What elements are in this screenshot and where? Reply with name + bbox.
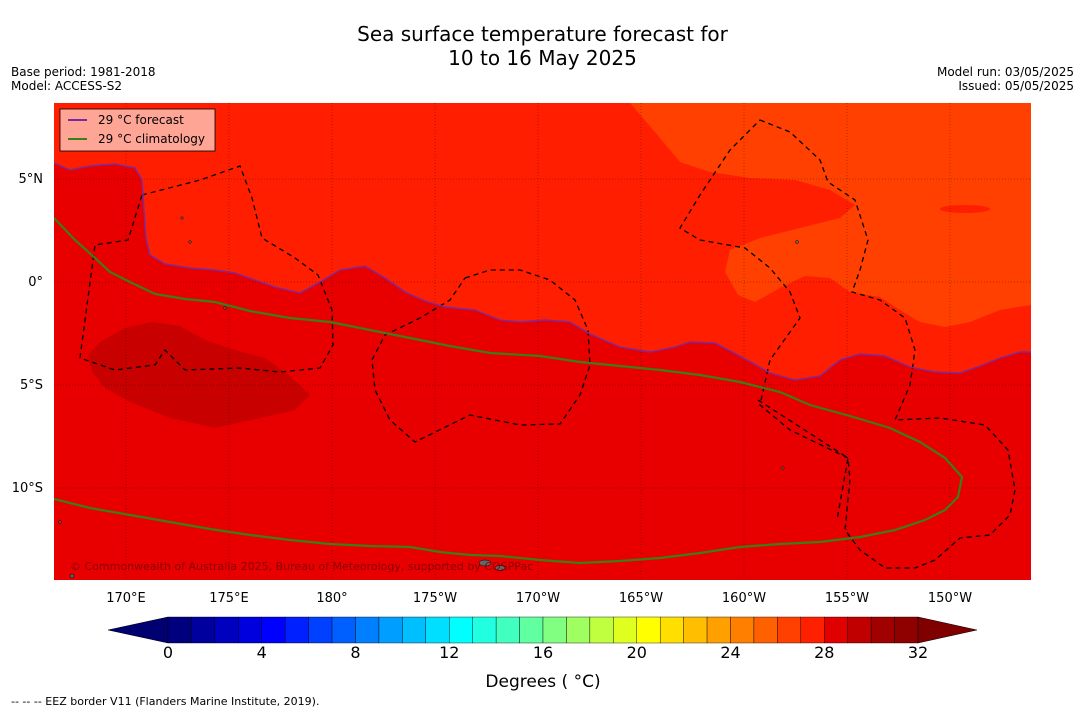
colorbar-tick: 28 bbox=[814, 643, 834, 662]
graticule bbox=[54, 103, 1031, 580]
colorbar-cell bbox=[542, 616, 567, 644]
colorbar-cell bbox=[894, 616, 919, 644]
legend-forecast-label: 29 °C forecast bbox=[98, 113, 184, 127]
lon-label: 160°W bbox=[722, 591, 766, 606]
colorbar-under-arrow bbox=[107, 616, 169, 644]
climatology-29c-line bbox=[54, 217, 964, 565]
colorbar-tick: 16 bbox=[533, 643, 553, 662]
colorbar-cell bbox=[167, 616, 192, 644]
colorbar-cell bbox=[519, 616, 544, 644]
lon-label: 165°W bbox=[619, 591, 663, 606]
colorbar-cell bbox=[777, 616, 802, 644]
colorbar-cell bbox=[449, 616, 473, 644]
forecast-29c-line bbox=[54, 162, 1031, 381]
colorbar-tick: 8 bbox=[350, 643, 360, 662]
title-line-2: 10 to 16 May 2025 bbox=[448, 46, 637, 70]
zone-31-32 bbox=[88, 322, 310, 428]
meta-left: Base period: 1981-2018 Model: ACCESS-S2 bbox=[11, 65, 156, 93]
eez-footnote: -- -- -- EEZ border V11 (Flanders Marine… bbox=[11, 695, 320, 708]
colorbar-cell bbox=[824, 616, 848, 644]
lon-label: 175°E bbox=[209, 591, 249, 606]
colorbar-tick: 4 bbox=[257, 643, 267, 662]
copyright-text: © Commonwealth of Australia 2025, Bureau… bbox=[70, 560, 533, 573]
colorbar-cell bbox=[847, 616, 872, 644]
colorbar-cell bbox=[636, 616, 661, 644]
colorbar-cell bbox=[331, 616, 356, 644]
map-title: Sea surface temperature forecast for 10 … bbox=[0, 22, 1085, 70]
lon-label: 170°E bbox=[106, 591, 146, 606]
colorbar-cell bbox=[753, 616, 778, 644]
colorbar-cell bbox=[378, 616, 403, 644]
colorbar-cell bbox=[683, 616, 708, 644]
colorbar-cell bbox=[355, 616, 380, 644]
lat-label: 0° bbox=[28, 275, 43, 290]
lon-label: 180° bbox=[316, 591, 347, 606]
colorbar-cell bbox=[800, 616, 825, 644]
colorbar-cell bbox=[495, 616, 520, 644]
zone-29-30-patch bbox=[940, 205, 990, 213]
colorbar-ticks: 0 4 8 12 16 20 24 28 32 bbox=[163, 643, 928, 662]
colorbar-cell bbox=[589, 616, 614, 644]
legend-climatology-label: 29 °C climatology bbox=[98, 132, 205, 146]
legend: 29 °C forecast 29 °C climatology bbox=[59, 108, 216, 152]
colorbar-cell bbox=[238, 616, 262, 644]
colorbar-cell bbox=[566, 616, 591, 644]
colorbar-tick: 32 bbox=[908, 643, 928, 662]
colorbar-tick: 20 bbox=[627, 643, 647, 662]
colorbar-cell bbox=[706, 616, 731, 644]
colorbar-cell bbox=[214, 616, 239, 644]
colorbar-tick: 0 bbox=[163, 643, 173, 662]
colorbar-cell bbox=[472, 616, 497, 644]
colorbar-cell bbox=[659, 616, 684, 644]
lon-labels: 170°E 175°E 180° 175°W 170°W 165°W 160°W… bbox=[106, 591, 972, 606]
title-line-1: Sea surface temperature forecast for bbox=[357, 22, 728, 46]
lat-label: 5°N bbox=[19, 172, 44, 187]
meta-right: Model run: 03/05/2025 Issued: 05/05/2025 bbox=[937, 65, 1074, 93]
colorbar-cell bbox=[402, 616, 427, 644]
colorbar-cell bbox=[613, 616, 637, 644]
colorbar-tick: 12 bbox=[439, 643, 459, 662]
colorbar-cell bbox=[191, 616, 216, 644]
model-run: Model run: 03/05/2025 bbox=[936, 65, 1074, 79]
eez-borders bbox=[79, 119, 1016, 569]
colorbar-cell bbox=[870, 616, 895, 644]
lon-label: 155°W bbox=[825, 591, 869, 606]
lon-label: 150°W bbox=[928, 591, 972, 606]
colorbar-title: Degrees ( °C) bbox=[485, 672, 600, 692]
model-name: Model: ACCESS-S2 bbox=[11, 79, 123, 93]
base-period: Base period: 1981-2018 bbox=[11, 65, 156, 79]
sst-map: © Commonwealth of Australia 2025, Bureau… bbox=[54, 103, 1031, 580]
colorbar-cell bbox=[308, 616, 333, 644]
colorbar-cell bbox=[730, 616, 755, 644]
colorbar-cell bbox=[425, 616, 450, 644]
zone-28-29 bbox=[630, 103, 1031, 327]
lat-label: 5°S bbox=[20, 378, 43, 393]
colorbar-cell bbox=[284, 616, 309, 644]
lat-labels: 5°N 0° 5°S 10°S bbox=[12, 172, 43, 496]
colorbar-tick: 24 bbox=[720, 643, 740, 662]
colorbar: 0 4 8 12 16 20 24 28 32 Degrees ( °C) bbox=[107, 616, 978, 692]
colorbar-cell bbox=[261, 616, 286, 644]
islands bbox=[58, 216, 799, 579]
lon-label: 170°W bbox=[516, 591, 560, 606]
issued-date: Issued: 05/05/2025 bbox=[958, 79, 1074, 93]
lat-label: 10°S bbox=[12, 481, 43, 496]
colorbar-over-arrow bbox=[917, 616, 978, 644]
lon-label: 175°W bbox=[413, 591, 457, 606]
